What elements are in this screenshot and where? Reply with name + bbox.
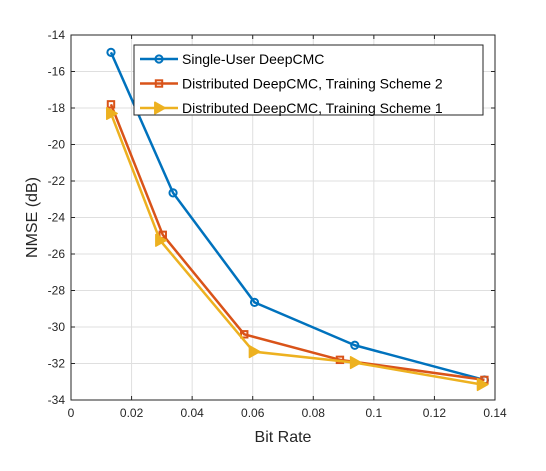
data-point [249,297,260,307]
y-tick-label: -32 [48,357,66,371]
series-line [109,51,485,382]
x-axis-title: Bit Rate [255,429,312,446]
legend-swatch-marker [154,54,164,64]
data-point [106,47,116,57]
y-tick-label: -22 [48,174,66,188]
legend-swatch-marker [154,101,166,115]
legend-swatch-marker [154,79,164,88]
x-tick-label: 0.02 [120,406,144,420]
data-point [476,377,489,392]
x-tick-label: 0 [68,406,75,420]
legend-box [133,44,484,116]
y-tick-label: -20 [48,138,66,152]
x-tick-label: 0.04 [180,406,204,420]
legend-entry: Distributed DeepCMC, Training Scheme 1 [140,100,443,116]
legend-label: Distributed DeepCMC, Training Scheme 1 [182,100,443,116]
series-line [109,103,485,382]
data-point [155,233,167,247]
x-tick-label: 0.06 [241,406,265,420]
y-axis-title: NMSE (dB) [24,177,41,258]
ticks: 0 0.02 0.04 0.06 0.08 0.1 0.12 0.14 -34 -32 -30 -28… [48,28,507,420]
y-tick-label: -30 [48,320,66,334]
x-tick-label: 0.1 [366,406,383,420]
y-tick-label: -14 [48,28,66,42]
y-tick-label: -18 [48,101,66,115]
data-point [248,345,261,359]
data-point [240,330,249,339]
y-tick-label: -34 [48,393,66,407]
y-tick-label: -24 [48,211,66,225]
x-tick-label: 0.12 [423,406,447,420]
legend-entry: Distributed DeepCMC, Training Scheme 2 [140,76,443,92]
x-tick-label: 0.14 [483,406,507,420]
data-point [168,188,178,198]
legend-label: Distributed DeepCMC, Training Scheme 2 [182,76,443,92]
series-layer [106,47,489,392]
x-tick-label: 0.08 [302,406,326,420]
legend-label: Single-User DeepCMC [182,51,324,67]
legend-entry: Single-User DeepCMC [140,51,324,67]
y-tick-label: -16 [48,65,66,79]
series-3 [106,106,489,392]
data-point [349,356,362,370]
legend: Single-User DeepCMC Distributed DeepCMC, … [133,44,484,116]
y-tick-label: -28 [48,284,66,298]
y-tick-label: -26 [48,247,66,261]
data-point [106,100,116,109]
data-point [350,340,360,350]
data-point [106,106,118,121]
